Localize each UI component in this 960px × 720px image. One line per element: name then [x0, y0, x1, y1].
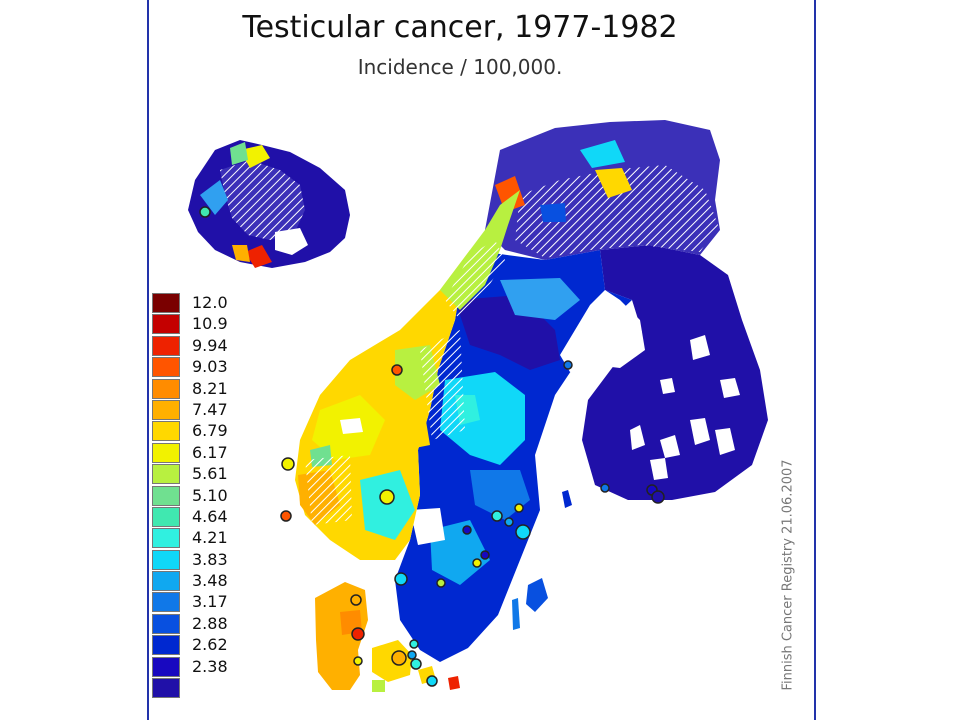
- legend-swatch: [152, 549, 180, 570]
- city-marker: [563, 360, 573, 370]
- city-marker: [504, 517, 514, 527]
- legend-swatch: [152, 399, 180, 420]
- legend-swatch: [152, 571, 180, 592]
- legend-label: 9.94: [192, 335, 228, 355]
- legend-swatch: [152, 678, 180, 699]
- legend-label: 3.83: [192, 549, 228, 569]
- city-marker: [353, 656, 363, 666]
- city-marker: [409, 639, 419, 649]
- city-marker: [410, 658, 422, 670]
- city-marker: [407, 650, 417, 660]
- city-marker: [651, 490, 665, 504]
- legend-label: 3.48: [192, 571, 228, 591]
- legend-label: 4.21: [192, 528, 228, 548]
- city-marker: [514, 503, 524, 513]
- city-marker: [600, 483, 610, 493]
- city-marker: [394, 572, 408, 586]
- legend-swatch: [152, 506, 180, 527]
- legend-swatch: [152, 635, 180, 656]
- legend-label: 5.61: [192, 464, 228, 484]
- legend-swatch: [152, 656, 180, 677]
- city-marker: [199, 206, 211, 218]
- city-marker: [281, 457, 295, 471]
- legend-label: 12.0: [192, 293, 228, 312]
- city-marker: [391, 364, 403, 376]
- legend-label: 8.21: [192, 378, 228, 398]
- legend-swatch: [152, 592, 180, 613]
- city-marker: [515, 524, 531, 540]
- credit-label: Finnish Cancer Registry 21.06.2007: [780, 459, 796, 691]
- city-markers: [199, 206, 665, 687]
- legend-label: 6.79: [192, 421, 228, 441]
- legend-label: 2.62: [192, 635, 228, 655]
- legend-swatch: [152, 293, 180, 313]
- frame-left-border: [147, 0, 149, 720]
- iceland-region: [188, 140, 350, 268]
- legend-swatch: [152, 485, 180, 506]
- legend-label: 2.88: [192, 613, 228, 633]
- credit-text: Finnish Cancer Registry 21.06.2007: [775, 440, 801, 710]
- city-marker: [351, 627, 365, 641]
- legend-swatch: [152, 357, 180, 378]
- city-marker: [462, 525, 472, 535]
- legend-swatch: [152, 464, 180, 485]
- city-marker: [472, 558, 482, 568]
- scandinavia-region: [295, 120, 768, 662]
- legend-swatch: [152, 613, 180, 634]
- city-marker: [391, 650, 407, 666]
- city-marker: [480, 550, 490, 560]
- legend-swatch: [152, 421, 180, 442]
- legend-label: 4.64: [192, 506, 228, 526]
- legend-label: 7.47: [192, 399, 228, 419]
- legend-label: 5.10: [192, 485, 228, 505]
- legend-swatch: [152, 314, 180, 335]
- frame-right-border: [814, 0, 816, 720]
- legend-label: 3.17: [192, 592, 228, 612]
- legend-swatch: [152, 442, 180, 463]
- legend-swatch: [152, 528, 180, 549]
- legend-label: 9.03: [192, 357, 228, 377]
- legend-label: 2.38: [192, 656, 228, 676]
- legend-swatch: [152, 335, 180, 356]
- city-marker: [350, 594, 362, 606]
- city-marker: [491, 510, 503, 522]
- city-marker: [280, 510, 292, 522]
- city-marker: [426, 675, 438, 687]
- legend-label: 6.17: [192, 442, 228, 462]
- city-marker: [436, 578, 446, 588]
- legend-label: 10.9: [192, 314, 228, 334]
- map-title: Testicular cancer, 1977-1982: [242, 10, 678, 45]
- legend-swatch: [152, 378, 180, 399]
- map-subtitle: Incidence / 100,000.: [357, 55, 563, 79]
- city-marker: [379, 489, 395, 505]
